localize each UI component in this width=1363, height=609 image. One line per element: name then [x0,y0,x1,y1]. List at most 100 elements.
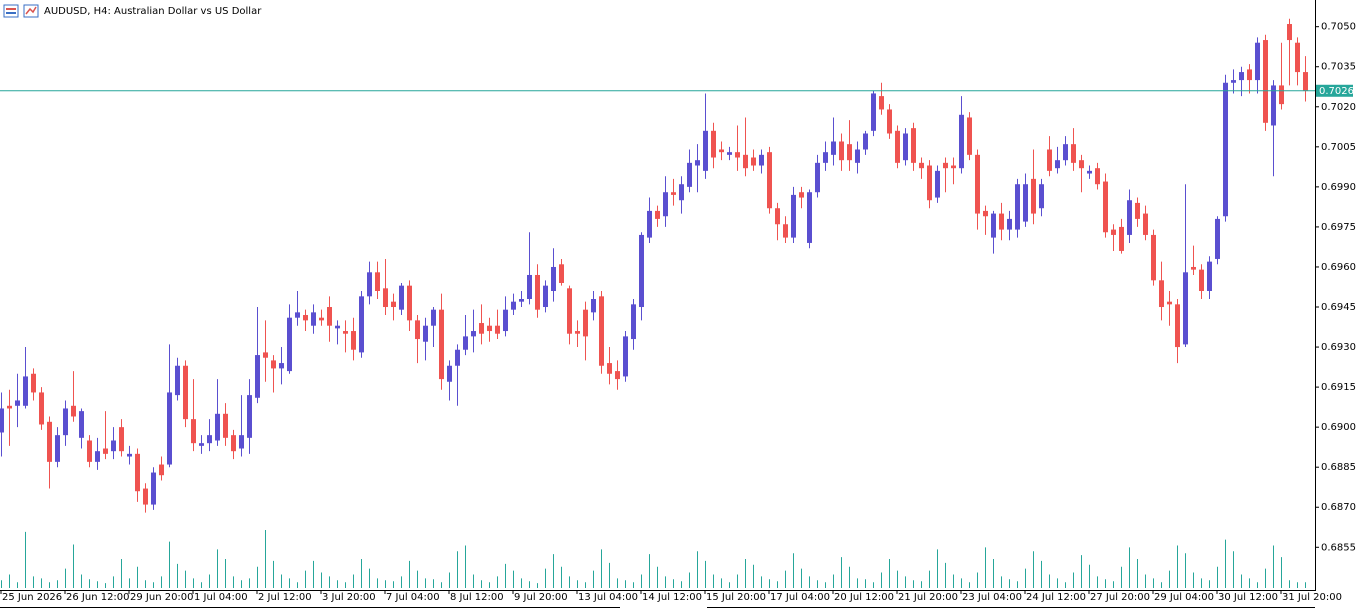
candle-body [143,488,148,505]
candle-body [519,299,524,302]
x-tick-label: 1 Jul 04:00 [194,592,248,603]
candle-body [863,133,868,150]
candle-body [783,224,788,238]
candle-body [1303,72,1308,91]
candle-body [1231,80,1236,83]
candle-body [359,296,364,353]
candle-body [455,349,460,366]
candle-body [1063,144,1068,161]
candle-body [319,317,324,321]
candle-body [223,413,228,438]
x-tick-label: 24 Jul 12:00 [1026,592,1086,603]
candle-body [487,325,492,332]
candle-body [879,96,884,110]
x-tick-label: 23 Jul 04:00 [962,592,1022,603]
candle-body [815,162,820,193]
candle-body [239,435,244,449]
candle-body [1087,170,1092,174]
candle-body [447,365,452,382]
candle-body [1039,184,1044,209]
candle-body [679,184,684,201]
candle-body [1247,69,1252,81]
candle-body [103,448,108,454]
candle-body [671,192,676,195]
candle-body [959,114,964,169]
candle-body [303,315,308,321]
x-tick-label: 21 Jul 20:00 [898,592,958,603]
candle-body [1191,266,1196,270]
candle-body [511,301,516,310]
candle-body [1271,85,1276,126]
x-tick-label: 7 Jul 04:00 [386,592,440,603]
candle-body [327,307,332,326]
candle-body [335,325,340,329]
candle-body [127,453,132,457]
y-tick-label: 0.7005 [1321,142,1356,153]
candle-body [543,285,548,308]
y-tick-label: 0.6975 [1321,222,1356,233]
candle-body [47,421,52,462]
candle-body [159,464,164,476]
candle-body [591,299,596,313]
chart-title: AUDUSD, H4: Australian Dollar vs US Doll… [44,6,262,17]
candle-body [39,392,44,425]
candle-body [479,323,484,334]
candle-body [207,435,212,444]
x-tick-label: 14 Jul 12:00 [642,592,702,603]
candle-body [687,162,692,187]
candle-body [15,400,20,406]
candle-body [311,312,316,326]
candle-body [551,266,556,291]
x-tick-label: 8 Jul 12:00 [450,592,504,603]
candle-body [63,408,68,436]
candle-body [711,130,716,158]
candle-body [735,152,740,158]
x-tick-label: 30 Jul 12:00 [1218,592,1278,603]
candle-body [463,336,468,350]
candle-body [271,360,276,369]
candle-body [1159,280,1164,308]
candle-body [871,93,876,131]
candle-body [1031,178,1036,214]
y-tick-label: 0.6915 [1321,382,1356,393]
candle-body [767,152,772,209]
candle-body [1183,272,1188,345]
candle-body [807,192,812,243]
x-tick-label: 27 Jul 20:00 [1090,592,1150,603]
candle-body [1023,184,1028,222]
candle-body [759,154,764,166]
x-tick-label: 20 Jul 12:00 [834,592,894,603]
candle-body [527,274,532,300]
candle-body [751,157,756,166]
candle-body [71,405,76,417]
candle-body [199,443,204,446]
y-tick-label: 0.6990 [1321,182,1356,193]
candle-body [599,296,604,366]
x-tick-label: 31 Jul 20:00 [1282,592,1342,603]
x-tick-label: 29 Jun 20:00 [130,592,194,603]
candle-body [23,376,28,406]
candle-body [399,285,404,310]
y-tick-label: 0.6870 [1321,502,1356,513]
y-tick-label: 0.6885 [1321,462,1356,473]
x-tick-label: 26 Jun 12:00 [66,592,130,603]
y-tick-label: 0.7035 [1321,62,1356,73]
candle-body [887,109,892,134]
candle-body [383,288,388,308]
candle-body [799,192,804,198]
candle-body [31,373,36,393]
y-tick-label: 0.6930 [1321,342,1356,353]
candle-body [343,331,348,334]
icon [25,6,37,15]
candle-body [279,363,284,369]
candle-body [175,365,180,396]
candle-body [287,317,292,372]
candle-body [951,165,956,169]
candle-body [655,210,660,219]
candle-body [1047,149,1052,171]
candle-body [1215,218,1220,259]
candle-body [1167,301,1172,305]
candle-body [743,154,748,169]
